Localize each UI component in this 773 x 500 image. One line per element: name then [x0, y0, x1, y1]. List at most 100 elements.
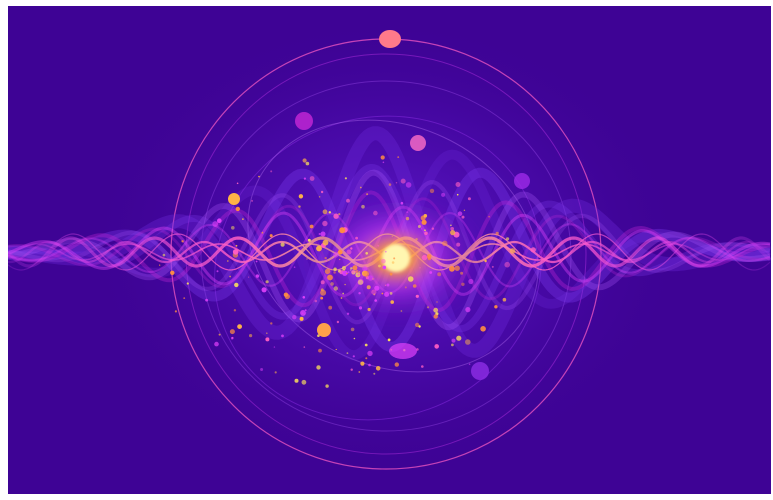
particle: [303, 346, 306, 348]
particle: [322, 209, 328, 215]
particle: [421, 365, 424, 368]
particle: [351, 270, 355, 274]
particle: [412, 284, 417, 288]
particle: [316, 365, 321, 370]
particle: [350, 327, 355, 332]
particle: [292, 315, 297, 320]
particle: [378, 264, 381, 268]
particle: [342, 270, 348, 276]
orb: [410, 135, 426, 151]
particle: [317, 334, 320, 338]
particle: [488, 215, 490, 218]
particle: [395, 182, 398, 184]
particle: [344, 177, 347, 180]
particle: [322, 220, 328, 227]
particle: [320, 231, 326, 237]
particle: [365, 252, 369, 255]
particle: [463, 209, 466, 211]
particle: [270, 322, 273, 325]
particle: [234, 282, 239, 288]
particle: [270, 170, 273, 173]
particle: [217, 218, 222, 223]
particle: [231, 226, 235, 230]
particle: [415, 322, 420, 328]
particle: [265, 280, 269, 284]
orbit-ring: [247, 119, 539, 373]
particle: [424, 229, 426, 231]
particle: [373, 372, 376, 375]
particle: [305, 161, 310, 166]
particle: [377, 244, 380, 247]
top-orb: [379, 30, 401, 48]
particle: [333, 251, 339, 258]
particle: [320, 296, 324, 300]
particle: [461, 282, 465, 286]
particle: [455, 182, 461, 187]
particle: [467, 197, 471, 201]
particle: [266, 332, 268, 335]
particle: [242, 218, 244, 221]
particle-field: [159, 155, 536, 388]
particle: [339, 227, 346, 234]
particle: [384, 291, 390, 297]
particle: [441, 192, 446, 197]
particle: [303, 177, 306, 180]
particle: [320, 280, 325, 285]
particle: [318, 348, 322, 353]
particle: [350, 247, 353, 250]
particle: [436, 301, 438, 303]
particle: [325, 259, 328, 262]
particle: [450, 230, 456, 236]
particle: [346, 249, 352, 255]
particle: [406, 211, 409, 214]
particle: [186, 282, 189, 285]
particle: [320, 190, 324, 194]
particle: [381, 292, 384, 295]
particle: [226, 260, 229, 262]
particle: [318, 196, 321, 198]
particle: [457, 211, 463, 216]
orb: [228, 193, 240, 205]
particle: [338, 213, 341, 216]
wave-envelope: [8, 163, 771, 333]
particle: [355, 269, 359, 274]
particle: [159, 264, 161, 266]
particle: [347, 271, 350, 274]
particle: [530, 247, 536, 253]
particle: [431, 227, 435, 230]
particle: [449, 265, 455, 272]
particle: [261, 287, 267, 293]
particle: [324, 256, 327, 260]
particle: [375, 366, 381, 371]
particle: [355, 236, 358, 240]
particle: [491, 265, 494, 268]
particle: [316, 245, 322, 252]
particle: [236, 182, 239, 185]
particle: [273, 346, 276, 348]
particle: [302, 158, 307, 163]
particle: [260, 368, 264, 371]
particle: [387, 338, 391, 342]
particle: [255, 274, 260, 278]
particle: [336, 320, 340, 324]
particle: [385, 251, 387, 253]
orb: [389, 343, 417, 359]
particle: [335, 348, 337, 351]
orbit-ring: [214, 115, 542, 421]
particle: [400, 310, 403, 312]
particle: [391, 235, 393, 237]
particle: [434, 344, 440, 349]
particle: [418, 325, 421, 328]
particle: [346, 272, 348, 275]
particle: [366, 285, 371, 290]
particle: [359, 186, 362, 189]
particle: [255, 260, 258, 263]
quantum-wave-artwork: [8, 6, 771, 494]
particle: [301, 379, 307, 385]
particle: [299, 316, 304, 321]
particle: [280, 242, 285, 247]
particle: [333, 286, 338, 291]
particle: [357, 279, 364, 285]
particle: [293, 266, 296, 269]
